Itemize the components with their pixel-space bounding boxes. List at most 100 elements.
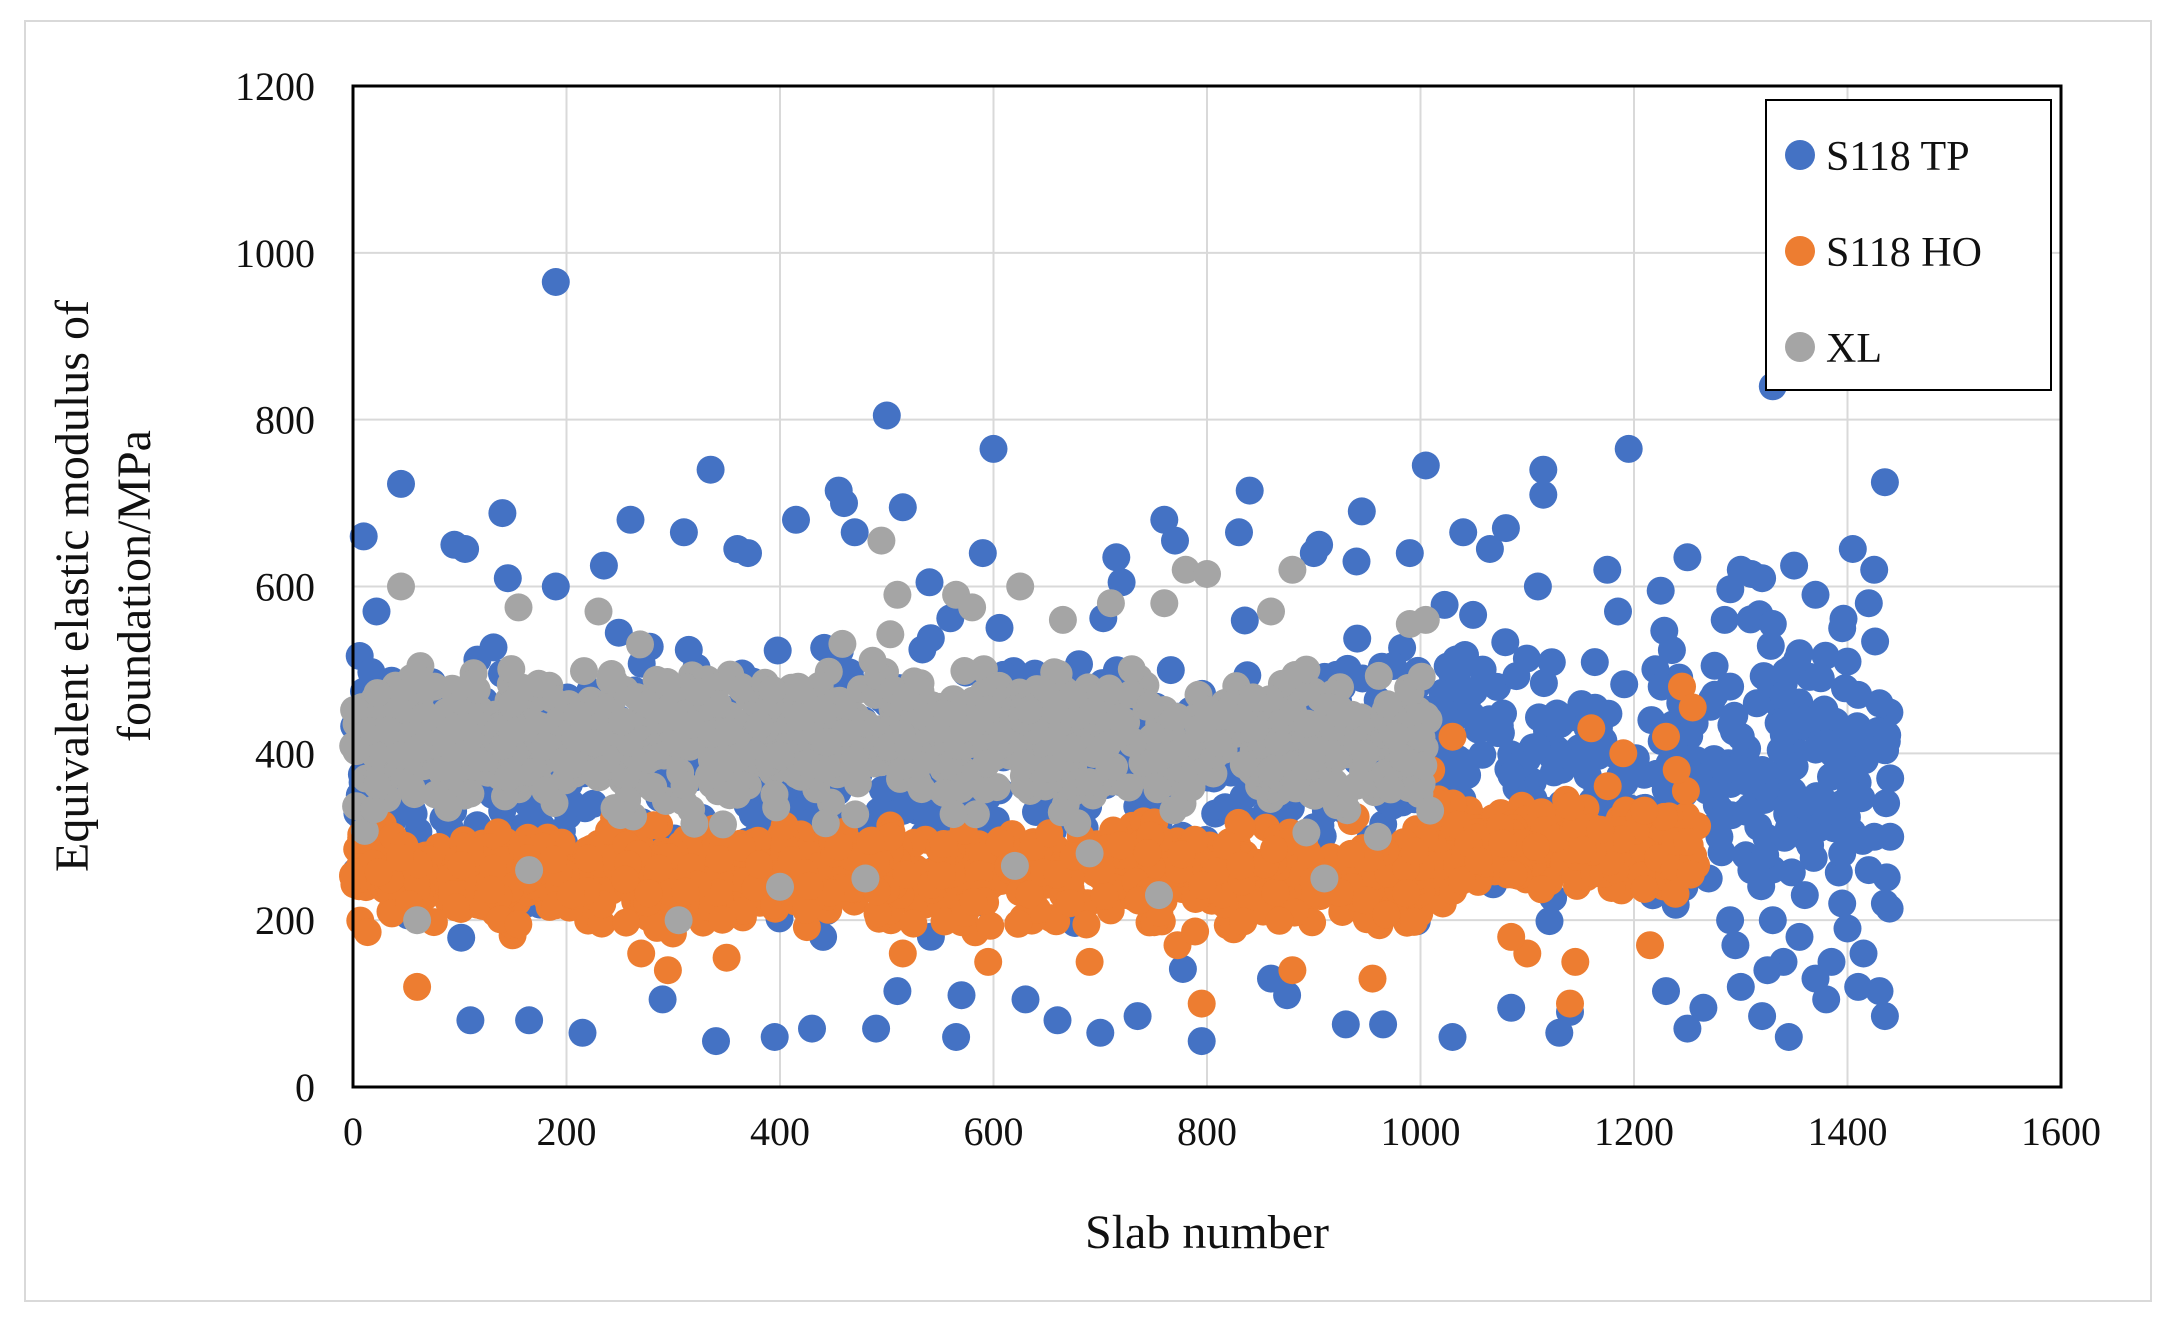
point-s118-tp (782, 505, 810, 534)
point-xl (1014, 696, 1043, 725)
point-s118-ho (442, 893, 470, 922)
point-xl (387, 572, 415, 601)
point-s118-tp (1011, 985, 1040, 1014)
legend: S118 TP S118 HO XL (1765, 99, 2052, 391)
point-xl (1278, 555, 1307, 584)
point-s118-tp (734, 539, 762, 568)
point-s118-tp (1753, 956, 1782, 985)
y-axis-title-line-2: foundation/MPa (108, 430, 161, 742)
point-s118-tp (1812, 797, 1841, 826)
point-xl (1184, 714, 1213, 743)
point-s118-tp (1801, 580, 1830, 609)
point-s118-tp (1086, 1018, 1115, 1047)
point-s118-ho (1678, 693, 1707, 722)
point-s118-tp (1438, 1023, 1467, 1051)
point-s118-tp (1785, 639, 1814, 668)
x-tick-label: 200 (537, 1109, 597, 1154)
point-s118-tp (1449, 518, 1478, 547)
point-s118-tp (1529, 455, 1558, 484)
legend-marker-s118-tp (1785, 140, 1815, 170)
point-s118-ho (1106, 831, 1135, 860)
point-s118-ho (1668, 672, 1696, 701)
point-xl (1163, 703, 1192, 731)
point-s118-tp (1790, 881, 1819, 910)
point-s118-tp (1445, 767, 1474, 796)
legend-label-s118-tp: S118 TP (1826, 134, 1970, 180)
point-xl (1047, 798, 1076, 827)
point-xl (1407, 662, 1436, 691)
point-xl (350, 816, 379, 845)
point-s118-tp (1646, 576, 1675, 605)
point-s118-ho (795, 871, 824, 900)
y-tick-label: 200 (255, 898, 315, 943)
point-xl (1326, 699, 1355, 728)
point-s118-tp (1433, 652, 1462, 681)
x-tick-label: 400 (750, 1109, 810, 1154)
point-xl (549, 748, 578, 776)
point-s118-ho (927, 861, 956, 890)
point-xl (1257, 756, 1286, 785)
point-s118-tp (968, 539, 997, 568)
point-s118-ho (1577, 714, 1606, 743)
point-xl (758, 675, 787, 704)
point-xl (540, 789, 569, 818)
point-s118-tp (1502, 662, 1531, 691)
point-xl (1000, 851, 1029, 880)
point-s118-tp (1865, 689, 1894, 718)
point-s118-ho (1351, 886, 1380, 915)
point-s118-ho (1593, 772, 1622, 801)
point-s118-ho (364, 858, 393, 887)
point-xl (584, 597, 613, 626)
point-xl (1075, 768, 1104, 797)
point-s118-tp (1395, 539, 1424, 568)
point-xl (1407, 723, 1436, 752)
point-xl (570, 657, 598, 686)
point-s118-tp (1580, 648, 1609, 677)
point-s118-ho (824, 832, 853, 861)
point-s118-tp (1748, 564, 1777, 593)
point-s118-ho (1464, 846, 1493, 875)
point-xl (760, 780, 789, 809)
point-xl (843, 769, 872, 798)
x-tick-label: 0 (343, 1109, 363, 1154)
point-s118-tp (447, 923, 476, 952)
y-tick-label: 600 (255, 565, 315, 610)
point-s118-tp (1774, 814, 1803, 843)
point-s118-ho (1586, 815, 1615, 844)
point-xl (1416, 796, 1445, 825)
point-s118-tp (1657, 636, 1686, 665)
point-s118-ho (1521, 832, 1550, 861)
point-s118-tp (1610, 670, 1639, 699)
point-xl (965, 704, 994, 733)
point-s118-tp (1475, 535, 1504, 563)
point-s118-ho (1556, 792, 1585, 821)
point-s118-tp (1732, 797, 1761, 826)
point-s118-tp (1726, 972, 1755, 1001)
point-s118-ho (1399, 907, 1428, 936)
point-xl (1159, 796, 1188, 825)
point-xl (615, 728, 644, 757)
point-s118-ho (1056, 889, 1085, 918)
point-xl (363, 771, 392, 800)
point-s118-ho (1260, 835, 1288, 864)
point-s118-ho (1261, 878, 1290, 907)
point-s118-ho (1336, 839, 1365, 868)
point-s118-tp (541, 268, 570, 296)
point-s118-ho (1438, 722, 1467, 751)
point-s118-ho (929, 830, 958, 858)
point-xl (811, 809, 840, 838)
point-xl (664, 906, 693, 935)
point-xl (638, 774, 667, 803)
point-xl (683, 678, 712, 707)
point-s118-tp (1043, 1006, 1072, 1035)
point-s118-ho (1499, 860, 1528, 889)
point-s118-tp (1689, 993, 1718, 1022)
point-xl (363, 679, 392, 708)
point-s118-ho (1497, 922, 1526, 951)
point-s118-ho (1556, 989, 1584, 1018)
point-s118-tp (1768, 710, 1797, 739)
tick-labels: 0 200 400 600 800 1000 1200 1400 1600 0 200 400 600 8… (235, 64, 2101, 1154)
point-xl (851, 864, 880, 893)
point-xl (1239, 683, 1267, 712)
point-s118-tp (1343, 624, 1372, 653)
